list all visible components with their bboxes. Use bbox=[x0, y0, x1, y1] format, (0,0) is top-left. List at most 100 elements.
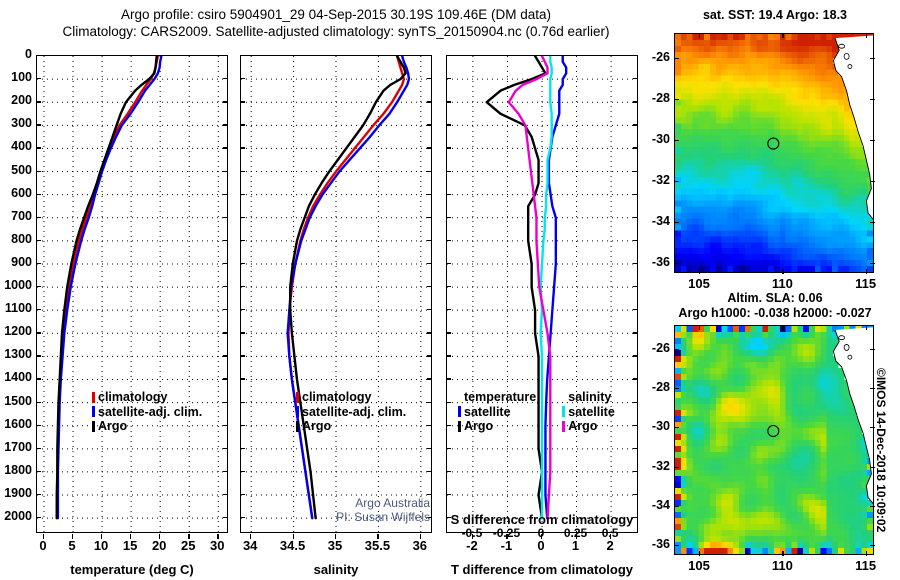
axis-tick bbox=[36, 332, 41, 334]
axis-tick bbox=[427, 470, 432, 473]
axis-tick bbox=[633, 216, 638, 219]
x-tick-label: 0 bbox=[39, 538, 47, 553]
map-lat-label: -28 bbox=[651, 379, 670, 394]
depth-tick-label: 1500 bbox=[4, 393, 32, 408]
map-axis-tick bbox=[870, 98, 875, 100]
axis-tick bbox=[223, 447, 228, 450]
legend-label: Argo bbox=[568, 419, 598, 433]
axis-tick bbox=[223, 101, 228, 103]
map-axis-tick bbox=[699, 269, 701, 274]
axis-tick bbox=[36, 262, 41, 265]
credit-line-2: PI: Susan Wijffels bbox=[336, 510, 430, 524]
axis-tick bbox=[541, 534, 543, 539]
axis-tick bbox=[633, 447, 638, 450]
s-diff-tick-label: -0.25 bbox=[492, 526, 521, 540]
x-tick-label: 35 bbox=[327, 538, 343, 553]
map-axis-tick bbox=[674, 139, 679, 141]
depth-tick-label: 1600 bbox=[4, 416, 32, 431]
map-axis-tick bbox=[870, 139, 875, 141]
x-tick-label: 0 bbox=[537, 538, 545, 553]
x-tick-label: 34 bbox=[242, 538, 258, 553]
axis-tick bbox=[240, 332, 245, 334]
axis-tick bbox=[36, 147, 41, 149]
x-tick-label: 36 bbox=[412, 538, 428, 553]
map-axis-tick bbox=[674, 348, 679, 350]
axis-tick bbox=[633, 424, 638, 426]
map-axis-tick bbox=[674, 505, 679, 508]
x-tick-label: 1 bbox=[571, 538, 580, 553]
axis-tick bbox=[223, 332, 228, 334]
legend-label: Argo bbox=[302, 419, 332, 433]
axis-tick bbox=[427, 517, 432, 519]
axis-tick bbox=[223, 401, 228, 403]
axis-tick bbox=[633, 124, 638, 126]
x-tick-label: 35.5 bbox=[364, 538, 391, 553]
axis-tick bbox=[633, 494, 638, 496]
axis-tick bbox=[240, 55, 245, 57]
axis-tick bbox=[633, 262, 638, 265]
map-axis-tick bbox=[674, 466, 679, 468]
axis-tick bbox=[36, 470, 41, 473]
legend-item: satellite bbox=[562, 405, 615, 420]
map-axis-tick bbox=[674, 545, 679, 547]
axis-tick bbox=[427, 355, 432, 357]
legend-swatch-satellite-adj bbox=[296, 406, 299, 418]
axis-tick bbox=[335, 534, 337, 539]
axis-tick bbox=[633, 239, 638, 242]
difference-plot-area bbox=[447, 56, 637, 532]
axis-tick bbox=[240, 470, 245, 473]
legend-label: climatology bbox=[302, 390, 372, 404]
x-tick-label: 30 bbox=[210, 538, 225, 553]
axis-tick bbox=[633, 309, 638, 311]
map-axis-tick bbox=[870, 545, 875, 547]
axis-tick bbox=[446, 424, 451, 426]
axis-tick bbox=[377, 534, 379, 539]
salinity-legend: climatology satellite-adj. clim. Argo bbox=[296, 390, 406, 434]
axis-tick bbox=[446, 78, 451, 80]
depth-tick-label: 1100 bbox=[4, 301, 32, 316]
axis-tick bbox=[446, 193, 451, 195]
map-axis-tick bbox=[870, 180, 875, 182]
axis-tick bbox=[240, 262, 245, 265]
axis-tick bbox=[36, 216, 41, 219]
x-tick-label: 20 bbox=[151, 538, 167, 553]
axis-tick bbox=[223, 470, 228, 473]
legend-col-salinity: salinity satellite Argo bbox=[562, 390, 615, 434]
axis-tick bbox=[427, 424, 432, 426]
map-lon-label: 115 bbox=[855, 558, 877, 573]
legend-item: Argo bbox=[458, 419, 536, 434]
map-axis-tick bbox=[699, 33, 701, 38]
argo-position-marker bbox=[767, 137, 780, 150]
sla-title-line-2: Argo h1000: -0.038 h2000: -0.027 bbox=[678, 306, 872, 320]
map-axis-tick bbox=[674, 180, 679, 182]
axis-tick bbox=[633, 517, 638, 519]
legend-label: Argo bbox=[464, 419, 494, 433]
legend-label: satellite bbox=[568, 404, 615, 419]
map-lat-label: -34 bbox=[651, 497, 670, 512]
sst-map-title: sat. SST: 19.4 Argo: 18.3 bbox=[702, 8, 848, 22]
axis-tick bbox=[240, 78, 245, 80]
temperature-x-axis-title: temperature (deg C) bbox=[70, 562, 194, 577]
axis-tick bbox=[240, 309, 245, 311]
map-axis-tick bbox=[865, 325, 867, 330]
axis-tick bbox=[223, 216, 228, 219]
axis-tick bbox=[240, 401, 245, 403]
axis-tick bbox=[223, 262, 228, 265]
legend-header-label: salinity bbox=[568, 390, 612, 404]
axis-tick bbox=[159, 534, 161, 539]
s-difference-axis-title: S difference from climatology bbox=[450, 512, 634, 527]
axis-tick bbox=[250, 534, 252, 539]
axis-tick bbox=[223, 78, 228, 80]
axis-tick bbox=[427, 147, 432, 149]
axis-tick bbox=[36, 424, 41, 426]
axis-tick bbox=[633, 286, 638, 288]
axis-tick bbox=[446, 216, 451, 219]
map-lat-label: -26 bbox=[651, 340, 670, 355]
temperature-plot-area bbox=[37, 56, 227, 532]
axis-tick bbox=[101, 534, 103, 539]
legend-item: satellite-adj. clim. bbox=[296, 405, 406, 420]
title-line-2: Climatology: CARS2009. Satellite-adjuste… bbox=[62, 24, 610, 39]
depth-tick-label: 800 bbox=[11, 231, 32, 246]
axis-tick bbox=[427, 78, 432, 80]
axis-tick bbox=[446, 401, 451, 403]
